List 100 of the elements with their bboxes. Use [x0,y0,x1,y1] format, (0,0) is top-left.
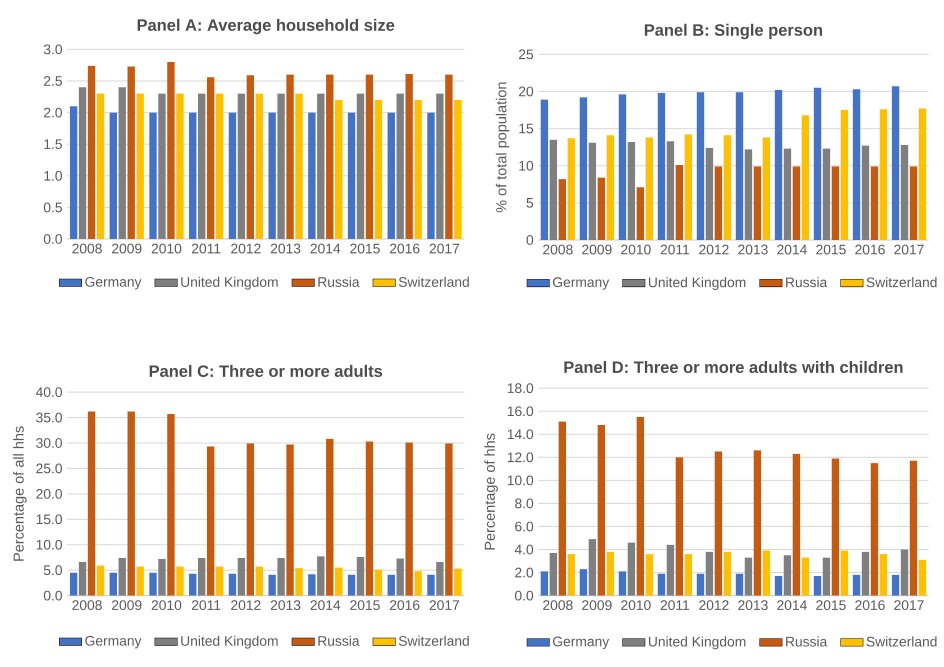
bar [348,574,356,596]
y-tick-label: 2.0 [44,108,62,118]
x-tick-label: 2017 [894,244,924,255]
x-tick-label: 2008 [72,600,102,610]
bar [356,557,364,596]
bar [128,66,135,240]
bar [618,572,626,596]
bar [228,112,236,240]
bar [762,138,770,240]
x-tick-label: 2012 [231,244,261,254]
bar [256,566,263,596]
bar [684,554,692,596]
bar [454,100,462,240]
bar [110,112,117,240]
bar [784,148,792,240]
bar [588,142,596,240]
bar [628,142,636,240]
bar [149,112,157,240]
bar [374,100,382,240]
bar [277,94,285,240]
x-tick-label: 2014 [777,244,807,255]
bar [268,574,276,596]
legend-label: United Kingdom [648,277,746,290]
x-tick-label: 2014 [310,600,340,610]
bar [246,75,254,240]
bar [366,442,374,596]
legend-label: Russia [318,276,360,288]
y-tick-label: 4.0 [514,544,534,555]
chart-title: Panel D: Three or more adults with children [564,361,903,374]
bar [70,106,78,240]
bar [814,88,822,240]
x-tick-label: 2016 [390,244,420,254]
bar [550,553,558,596]
bar [666,545,674,596]
bar [286,74,294,240]
y-tick-label: 5.0 [44,565,62,576]
x-tick-label: 2012 [699,600,729,610]
x-tick-label: 2016 [390,600,420,610]
bar [158,559,166,596]
bar [862,552,870,596]
bar [427,574,435,596]
legend-label: Switzerland [866,277,937,288]
bar [558,179,566,240]
bar [580,98,588,240]
x-tick-label: 2009 [112,600,142,610]
bar [762,550,770,596]
bar [706,148,714,240]
y-tick-label: 14.0 [508,430,534,440]
bar [78,562,86,596]
chart-title: Panel B: Single person [644,24,822,40]
bar [676,457,684,596]
bar [676,165,684,240]
bar [658,93,666,240]
x-tick-label: 2011 [660,244,690,255]
x-tick-label: 2014 [777,600,807,610]
bar [832,166,840,240]
bar [348,112,356,240]
bar [606,552,614,596]
y-tick-label: 35.0 [36,412,62,423]
y-tick-label: 15.0 [36,514,62,524]
x-tick-label: 2013 [270,244,300,254]
bar [724,552,732,596]
bar [814,576,822,596]
bar [684,134,692,240]
bar [308,112,316,240]
x-tick-label: 2008 [72,244,102,254]
bar [228,574,236,596]
y-axis-title: % of total population [496,82,510,212]
x-tick-label: 2015 [816,600,846,610]
bar [88,412,96,596]
bar [356,94,364,240]
x-tick-label: 2017 [430,244,460,254]
x-tick-label: 2008 [543,600,573,610]
bar [128,412,135,596]
bar [110,572,117,596]
x-tick-label: 2014 [310,244,340,254]
bar [588,539,596,596]
bar [286,444,294,596]
bar [206,446,214,596]
bar [216,566,224,596]
bar [774,576,782,596]
bar [167,62,175,240]
bar [900,145,908,240]
y-tick-label: 10 [519,160,534,171]
x-tick-label: 2010 [152,600,182,610]
legend-label: Russia [786,636,828,647]
bar [136,566,144,596]
y-tick-label: 15 [519,124,534,134]
x-tick-label: 2009 [112,244,142,254]
bar [744,150,752,240]
bar [189,574,196,596]
y-tick-label: 10.0 [508,476,534,486]
bar [852,89,860,240]
bar [636,417,644,596]
y-tick-label: 16.0 [508,406,534,416]
y-tick-label: 20 [519,86,534,97]
bar [246,444,254,596]
y-tick-label: 3.0 [44,44,62,54]
x-tick-label: 2015 [350,600,380,610]
y-tick-label: 8.0 [515,498,534,508]
